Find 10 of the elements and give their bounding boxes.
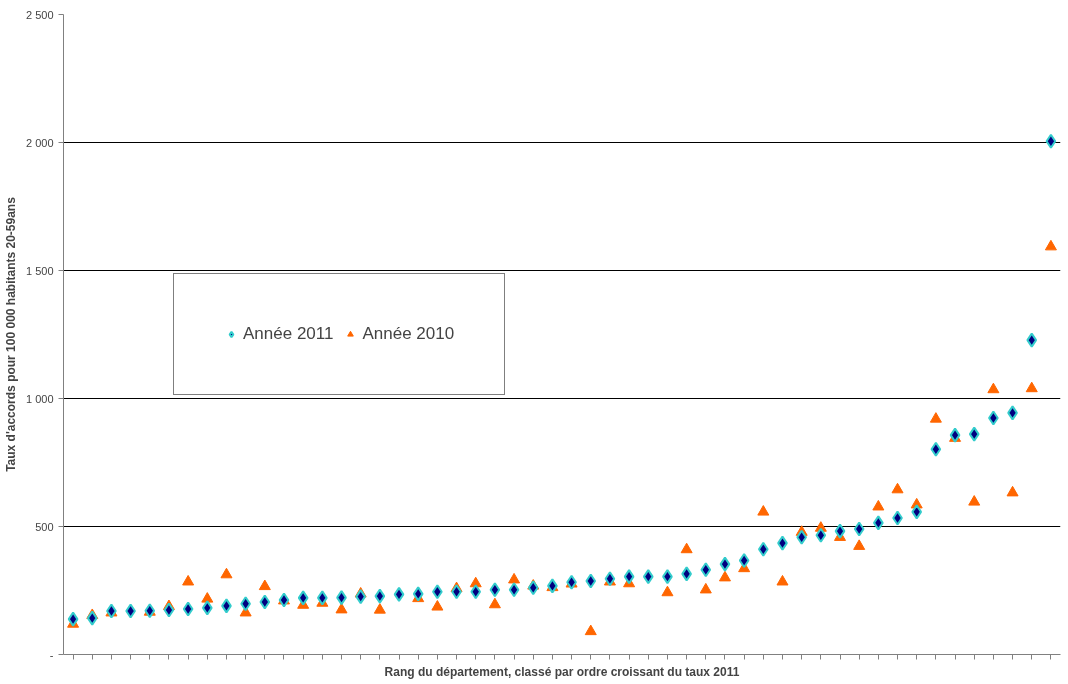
y-tick-label: 1 500 [25,264,54,277]
legend-label: Année 2010 [362,324,455,344]
y-tick-label: - [49,648,54,661]
y-tick-label: 1 000 [25,392,54,405]
legend-label: Année 2011 [243,324,334,344]
y-tick-label: 2 500 [25,8,54,21]
y-axis-title: Taux d'accords pour 100 000 habitants 20-59ans [3,196,18,472]
x-axis-title: Rang du département, classé par ordre croissant du taux 2011 [384,664,740,679]
y-tick-label: 500 [35,520,54,533]
y-tick-label: 2 000 [25,136,54,149]
